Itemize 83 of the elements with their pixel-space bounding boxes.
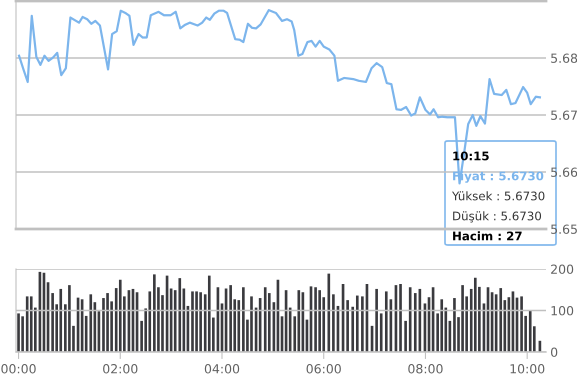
bar	[89, 294, 92, 352]
x-tick-label: 00:00	[1, 364, 36, 374]
bar	[302, 292, 304, 352]
bar	[264, 287, 267, 352]
bar	[366, 284, 368, 352]
annotation: Düşük : 5.6730	[453, 211, 542, 223]
bar	[520, 296, 523, 352]
bar	[208, 276, 211, 352]
bar	[342, 284, 344, 352]
bar	[432, 287, 434, 352]
bar	[132, 288, 134, 352]
y-tick-label: 100	[552, 306, 574, 316]
bar	[26, 296, 29, 352]
y-tick-label: 5.68	[551, 53, 577, 63]
bar	[174, 290, 177, 352]
bar	[375, 288, 378, 352]
bar	[242, 287, 245, 352]
bar	[418, 288, 422, 352]
bar	[528, 310, 532, 352]
bar	[384, 291, 388, 352]
bar	[153, 274, 156, 352]
bar	[356, 296, 359, 352]
x-tick-label: 10:00	[510, 364, 544, 374]
bar	[106, 293, 109, 352]
bar	[68, 285, 71, 352]
text: Hacim : 27	[453, 231, 522, 240]
bar	[38, 272, 42, 352]
x-tick-label: 08:00	[408, 364, 443, 374]
bar	[136, 292, 138, 352]
y-tick-label: 0	[550, 347, 558, 357]
x-tick-label: 06:00	[306, 364, 341, 374]
bar	[370, 326, 374, 352]
bar	[284, 290, 288, 352]
bar	[178, 278, 182, 352]
x-tick-label: 02:00	[103, 364, 138, 374]
bar	[486, 287, 490, 352]
bar	[237, 300, 240, 352]
annotation: 10:15	[453, 151, 489, 160]
bar	[224, 288, 228, 352]
bar	[380, 313, 383, 352]
bar	[327, 274, 330, 352]
bar	[499, 288, 502, 352]
bar	[276, 280, 280, 352]
bar	[17, 313, 20, 352]
bar	[461, 285, 464, 352]
bar	[440, 299, 444, 352]
bar	[390, 299, 392, 352]
bar	[118, 280, 122, 352]
x-tick-label: 04:00	[204, 364, 240, 374]
bar	[314, 287, 317, 352]
bar	[408, 287, 412, 352]
bar	[332, 294, 335, 352]
bar	[297, 290, 300, 352]
bar	[80, 299, 84, 352]
bar	[148, 291, 152, 352]
bar	[258, 298, 262, 352]
bar	[195, 291, 198, 352]
bar	[512, 291, 514, 352]
bar	[414, 293, 417, 352]
bar	[250, 296, 253, 352]
y-tick-label: 5.67	[551, 110, 577, 120]
bar	[318, 290, 321, 352]
bar	[336, 306, 340, 352]
bar	[453, 298, 456, 352]
bar	[361, 296, 364, 352]
bar	[42, 272, 46, 352]
bar	[191, 291, 194, 352]
bar	[346, 300, 349, 352]
annotation: Yüksek : 5.6730	[452, 191, 544, 200]
bar	[21, 316, 24, 352]
bar	[229, 285, 232, 352]
bar	[310, 286, 312, 352]
bar	[51, 293, 54, 352]
bar	[351, 306, 354, 352]
bar	[59, 288, 62, 352]
y-tick-label: 200	[551, 264, 574, 274]
bar	[216, 287, 220, 352]
bar	[199, 292, 202, 352]
bar	[474, 278, 477, 352]
bar	[128, 290, 130, 352]
bar	[494, 294, 498, 352]
bar	[30, 296, 33, 352]
bar	[404, 320, 407, 352]
